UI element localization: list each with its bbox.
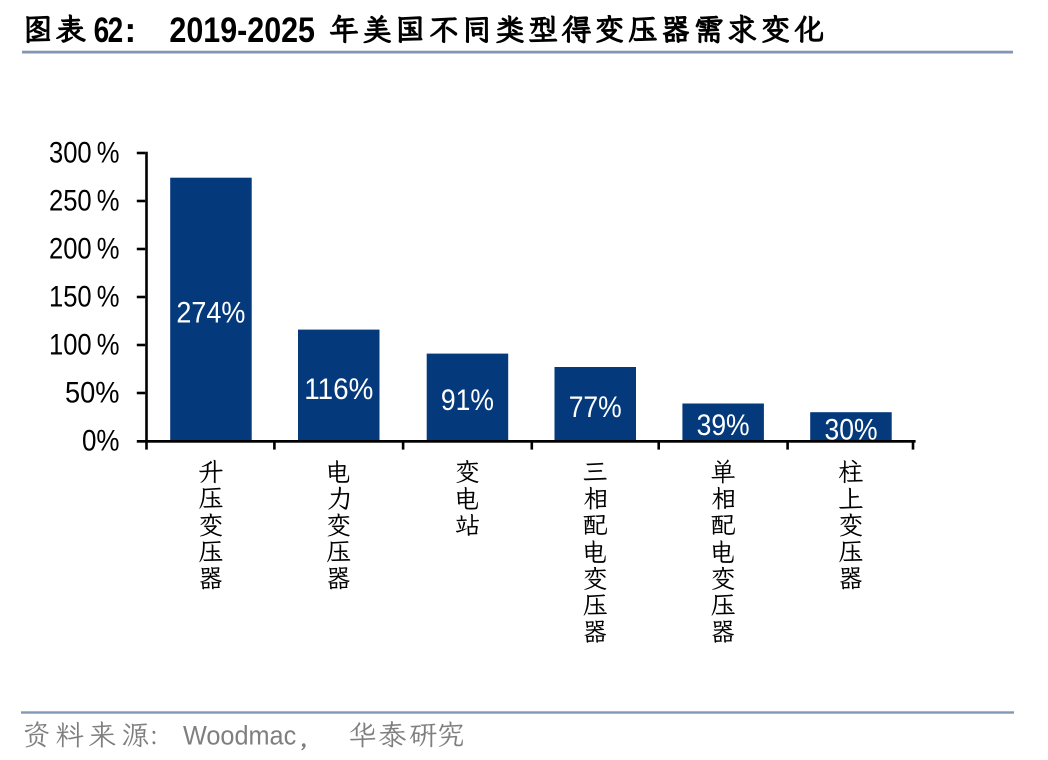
svg-text:39%: 39% <box>697 409 750 442</box>
svg-text:Woodmac: Woodmac <box>183 721 296 751</box>
svg-text:274%: 274% <box>176 296 245 329</box>
svg-text:200 %: 200 % <box>49 233 120 266</box>
svg-text:2019-2025: 2019-2025 <box>169 10 315 49</box>
svg-text:250 %: 250 % <box>49 185 120 218</box>
svg-text:30%: 30% <box>825 413 878 446</box>
svg-text:62: 62 <box>94 10 123 50</box>
svg-text::: : <box>125 11 137 50</box>
svg-text:50%: 50% <box>65 377 120 410</box>
svg-text:77%: 77% <box>569 391 622 424</box>
svg-text:0%: 0% <box>82 425 120 458</box>
svg-text:91%: 91% <box>441 384 494 417</box>
svg-text:100 %: 100 % <box>49 329 120 362</box>
svg-text:150 %: 150 % <box>49 281 120 314</box>
svg-text:116%: 116% <box>304 373 373 406</box>
svg-text:300 %: 300 % <box>49 137 120 170</box>
